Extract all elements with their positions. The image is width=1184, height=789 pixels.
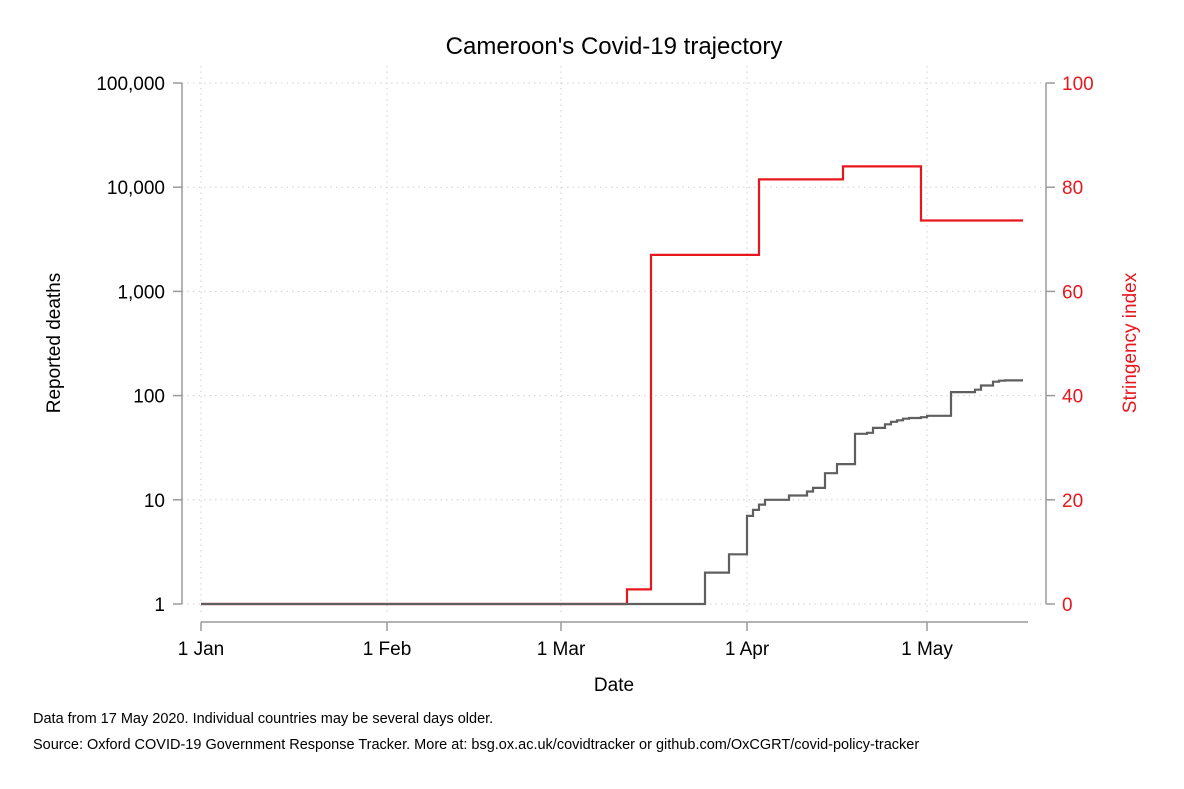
x-tick-label: 1 Feb <box>363 639 412 660</box>
y-right-tick-label: 100 <box>1062 74 1094 95</box>
y-left-tick-label: 1,000 <box>117 282 165 303</box>
data-note: Data from 17 May 2020. Individual countr… <box>33 711 494 727</box>
x-tick-label: 1 Mar <box>537 639 586 660</box>
x-tick-label: 1 May <box>901 639 953 660</box>
tick-labels: 1 10 100 1,000 10,000 100,000 0 20 40 60 80 100 1 Ja… <box>96 74 1093 660</box>
x-axis-label: Date <box>594 675 634 696</box>
y-left-tick-label: 100 <box>133 387 165 408</box>
y-right-tick-label: 60 <box>1062 282 1083 303</box>
y-right-tick-label: 40 <box>1062 387 1083 408</box>
y-axis-right-label: Stringency index <box>1120 272 1141 413</box>
y-left-tick-label: 100,000 <box>96 74 165 95</box>
x-tick-label: 1 Apr <box>725 639 770 660</box>
series-line-deaths <box>201 379 1023 606</box>
gridlines <box>182 66 1046 612</box>
axes <box>173 82 1055 631</box>
y-axis-left-label: Reported deaths <box>44 273 65 414</box>
y-right-tick-label: 80 <box>1062 178 1083 199</box>
y-left-tick-label: 10,000 <box>107 178 165 199</box>
x-tick-label: 1 Jan <box>178 639 224 660</box>
chart-title: Cameroon's Covid-19 trajectory <box>446 33 783 60</box>
series-line-stringency <box>201 165 1023 606</box>
series-group <box>201 165 1023 606</box>
chart: Cameroon's Covid-19 trajectory 1 10 100 1,0… <box>44 33 1141 696</box>
y-right-tick-label: 20 <box>1062 491 1083 512</box>
source-note: Source: Oxford COVID-19 Government Respo… <box>33 737 920 753</box>
y-left-tick-label: 1 <box>154 595 165 616</box>
y-right-tick-label: 0 <box>1062 595 1073 616</box>
y-left-tick-label: 10 <box>144 491 165 512</box>
